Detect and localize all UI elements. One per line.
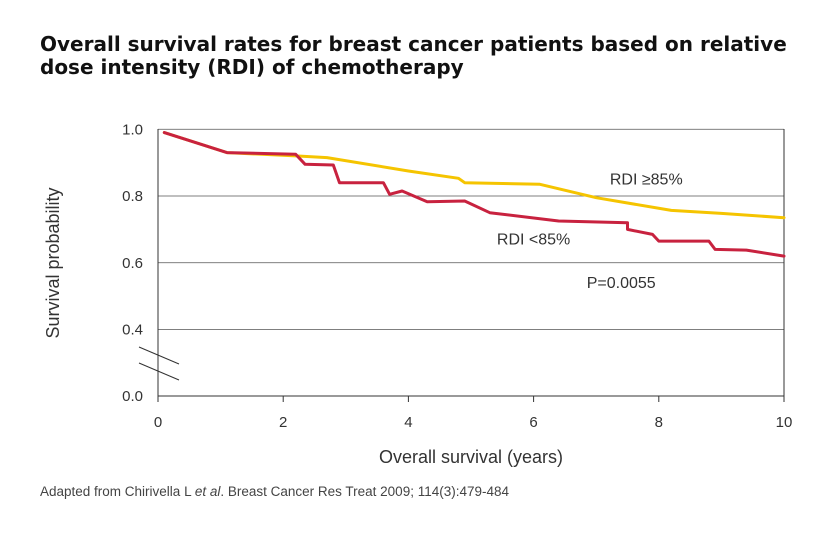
- axis-break-mark: [138, 362, 180, 381]
- rdi-low-line: [162, 131, 786, 258]
- y-tick-label: 0.8: [122, 188, 143, 205]
- source-italic: et al: [194, 484, 221, 499]
- rdi-high-label: RDI ≥85%: [610, 171, 683, 188]
- y-tick-label: 0.4: [122, 322, 143, 339]
- x-tick-label: 0: [154, 414, 162, 431]
- x-tick-label: 2: [279, 414, 287, 431]
- x-tick-label: 4: [404, 414, 412, 431]
- source-citation: Adapted from Chirivella L et al. Breast …: [40, 484, 509, 499]
- chart-title: Overall survival rates for breast cancer…: [40, 33, 800, 79]
- source-suffix: . Breast Cancer Res Treat 2009; 114(3):4…: [220, 484, 510, 499]
- x-tick-label: 10: [776, 414, 793, 431]
- chart-title-line-1: Overall survival rates for breast cancer…: [40, 32, 787, 56]
- x-tick-label: 8: [655, 414, 663, 431]
- y-tick-label: 0.6: [122, 255, 143, 272]
- y-axis-label: Survival probability: [43, 187, 63, 338]
- y-tick-label: 1.0: [122, 121, 143, 138]
- x-tick-label: 6: [529, 414, 537, 431]
- p-value-label: P=0.0055: [587, 275, 656, 292]
- axis-break-mark: [138, 346, 180, 365]
- x-axis-label: Overall survival (years): [379, 447, 563, 467]
- rdi-low-label: RDI <85%: [497, 231, 570, 248]
- y-tick-label: 0.0: [122, 388, 143, 405]
- source-prefix: Adapted from Chirivella L: [40, 484, 195, 499]
- chart-title-line-2: dose intensity (RDI) of chemotherapy: [40, 55, 464, 79]
